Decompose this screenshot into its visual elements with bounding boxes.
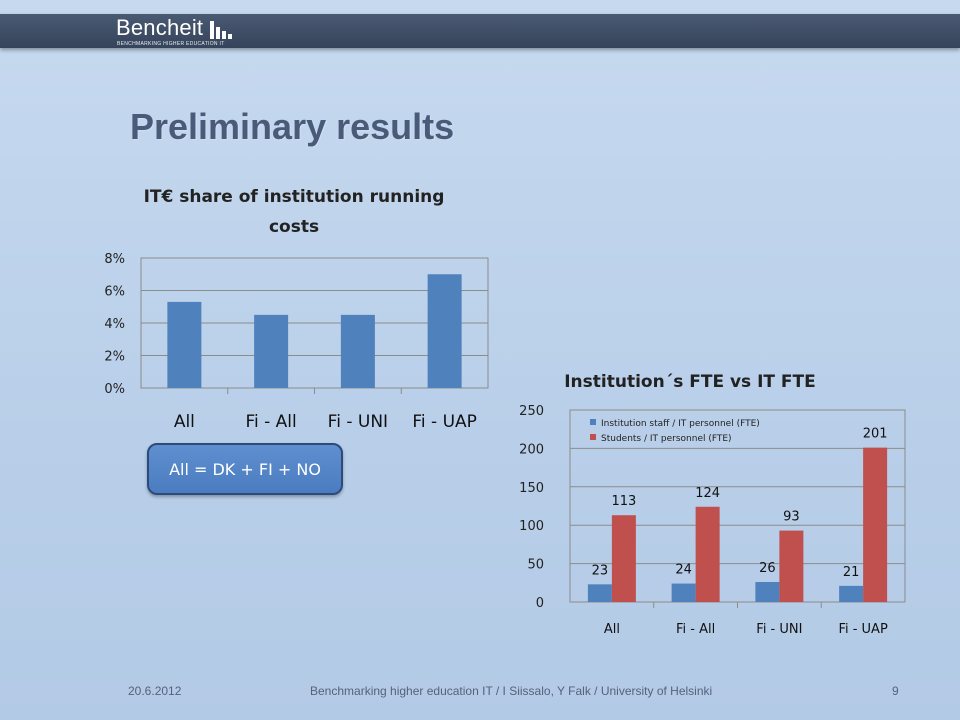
legend-swatch (590, 419, 596, 425)
x-category-label: Fi - UAP (838, 622, 888, 637)
bar (755, 582, 780, 602)
legend-label: Institution staff / IT personnel (FTE) (601, 419, 760, 429)
data-label: 93 (783, 510, 800, 525)
logo-text: Bencheit (116, 15, 204, 40)
x-category-label: Fi - UAP (412, 412, 477, 432)
y-tick-label: 100 (519, 519, 544, 534)
x-category-label: Fi - UNI (328, 412, 388, 432)
header-bar: Bencheit BENCHMARKING HIGHER EDUCATION I… (0, 14, 960, 48)
y-tick-label: 4% (104, 317, 125, 332)
data-label: 23 (592, 563, 609, 578)
data-label: 26 (759, 561, 776, 576)
y-tick-label: 2% (104, 350, 125, 365)
y-tick-label: 0% (104, 382, 125, 397)
y-tick-label: 6% (104, 285, 125, 300)
y-tick-label: 150 (519, 481, 544, 496)
bar (779, 530, 804, 602)
footer-page-number: 9 (892, 684, 899, 698)
bar (254, 314, 289, 388)
bar (863, 447, 888, 602)
note-box: All = DK + FI + NO (147, 443, 343, 495)
bar (427, 274, 462, 388)
data-label: 124 (695, 486, 720, 501)
y-tick-label: 8% (104, 252, 125, 267)
x-category-label: All (174, 412, 195, 432)
bar (340, 314, 375, 388)
footer-date: 20.6.2012 (128, 684, 182, 698)
data-label: 113 (611, 494, 636, 509)
footer-citation: Benchmarking higher education IT / I Sii… (310, 684, 713, 698)
bar (671, 583, 696, 602)
legend-label: Students / IT personnel (FTE) (601, 434, 732, 444)
y-tick-label: 50 (527, 558, 544, 573)
bar (839, 585, 864, 602)
slide-title: Preliminary results (130, 106, 455, 147)
x-category-label: Fi - All (676, 622, 715, 637)
y-tick-label: 200 (519, 442, 544, 457)
bar (611, 515, 636, 602)
fte-chart: Institution´s FTE vs IT FTE 0 50 100 150 200 2… (519, 372, 906, 637)
bar (587, 584, 612, 602)
x-category-label: Fi - All (245, 412, 296, 432)
x-category-label: All (604, 622, 620, 637)
legend-swatch (590, 434, 596, 440)
chart-title: Institution´s FTE vs IT FTE (564, 372, 816, 392)
data-label: 24 (675, 563, 692, 578)
chart-title: costs (269, 217, 319, 237)
logo-tagline: BENCHMARKING HIGHER EDUCATION IT (117, 41, 225, 47)
logo-bars-icon (210, 21, 232, 39)
bar (695, 506, 720, 602)
x-category-label: Fi - UNI (756, 622, 802, 637)
y-tick-label: 0 (536, 596, 544, 611)
chart-title: IT€ share of institution running (144, 187, 445, 207)
data-label: 201 (863, 427, 888, 442)
bar (167, 301, 202, 388)
it-share-chart: IT€ share of institution running costs 0% 2… (104, 187, 489, 432)
y-tick-label: 250 (519, 404, 544, 419)
data-label: 21 (843, 565, 860, 580)
